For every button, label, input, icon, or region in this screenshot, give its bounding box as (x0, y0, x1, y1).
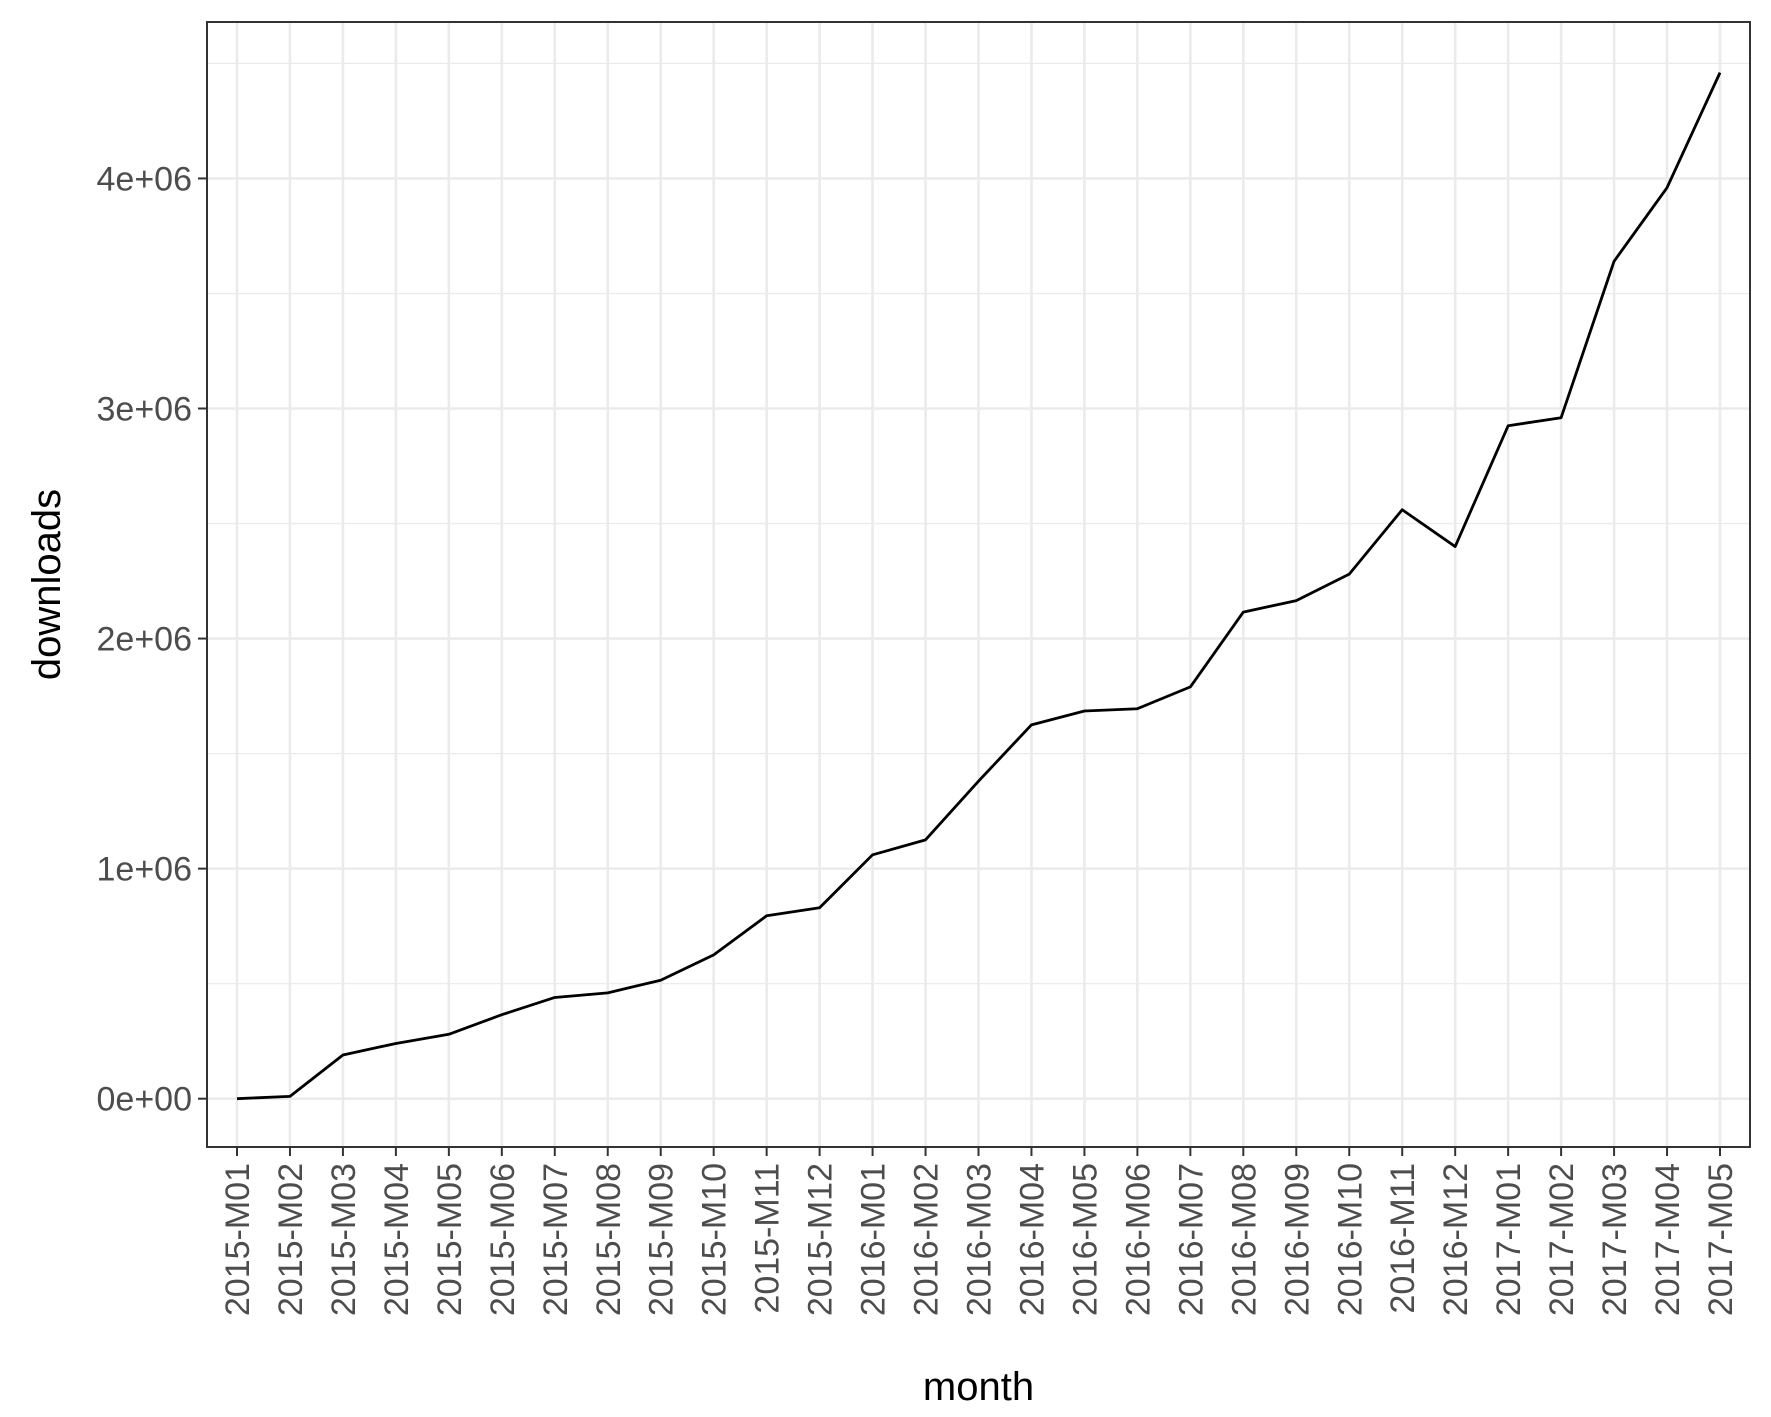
x-tick-label: 2016-M01 (855, 1163, 893, 1316)
x-tick-label: 2015-M05 (431, 1163, 469, 1316)
x-tick-label: 2017-M04 (1649, 1163, 1687, 1316)
y-tick-label: 0e+00 (97, 1081, 193, 1119)
y-tick-label: 2e+06 (97, 621, 193, 659)
x-tick-label: 2015-M03 (325, 1163, 363, 1316)
x-tick-label: 2015-M09 (643, 1163, 681, 1316)
x-tick-label: 2017-M05 (1702, 1163, 1740, 1316)
x-tick-label: 2017-M03 (1596, 1163, 1634, 1316)
y-axis-ticks: 0e+00 1e+06 2e+06 3e+06 4e+06 (97, 160, 207, 1119)
series-line-layer (236, 72, 1722, 1101)
y-axis-title: downloads (25, 489, 69, 680)
x-tick-label: 2016-M08 (1225, 1163, 1263, 1316)
x-tick-label: 2016-M11 (1384, 1163, 1422, 1314)
x-tick-label: 2015-M04 (378, 1163, 416, 1316)
x-tick-label: 2015-M07 (537, 1163, 575, 1316)
x-tick-label: 2016-M12 (1437, 1163, 1475, 1316)
x-tick-label: 2016-M03 (961, 1163, 999, 1316)
x-tick-label: 2017-M01 (1490, 1163, 1528, 1316)
grid-lines (207, 22, 1750, 1147)
x-axis-title: month (923, 1365, 1034, 1409)
y-tick-label: 3e+06 (97, 391, 193, 429)
x-tick-label: 2016-M06 (1119, 1163, 1157, 1316)
x-tick-label: 2015-M10 (696, 1163, 734, 1316)
x-tick-label: 2016-M09 (1278, 1163, 1316, 1316)
x-tick-label: 2016-M10 (1331, 1163, 1369, 1316)
x-tick-label: 2016-M02 (908, 1163, 946, 1316)
x-tick-label: 2015-M06 (484, 1163, 522, 1316)
x-tick-label: 2016-M05 (1066, 1163, 1104, 1316)
x-tick-label: 2015-M01 (219, 1163, 257, 1316)
y-tick-label: 4e+06 (97, 160, 193, 198)
x-tick-label: 2016-M07 (1172, 1163, 1210, 1316)
series-line (236, 72, 1722, 1101)
x-tick-label: 2017-M02 (1543, 1163, 1581, 1316)
y-tick-label: 1e+06 (97, 851, 193, 889)
x-tick-label: 2015-M08 (590, 1163, 628, 1316)
x-tick-label: 2015-M02 (272, 1163, 310, 1316)
x-tick-label: 2016-M04 (1013, 1163, 1051, 1316)
x-axis-ticks: 2015-M01 2015-M02 2015-M03 2015-M04 2015-M05… (219, 1147, 1740, 1316)
x-tick-label: 2015-M12 (802, 1163, 840, 1316)
x-tick-label: 2015-M11 (749, 1163, 787, 1314)
